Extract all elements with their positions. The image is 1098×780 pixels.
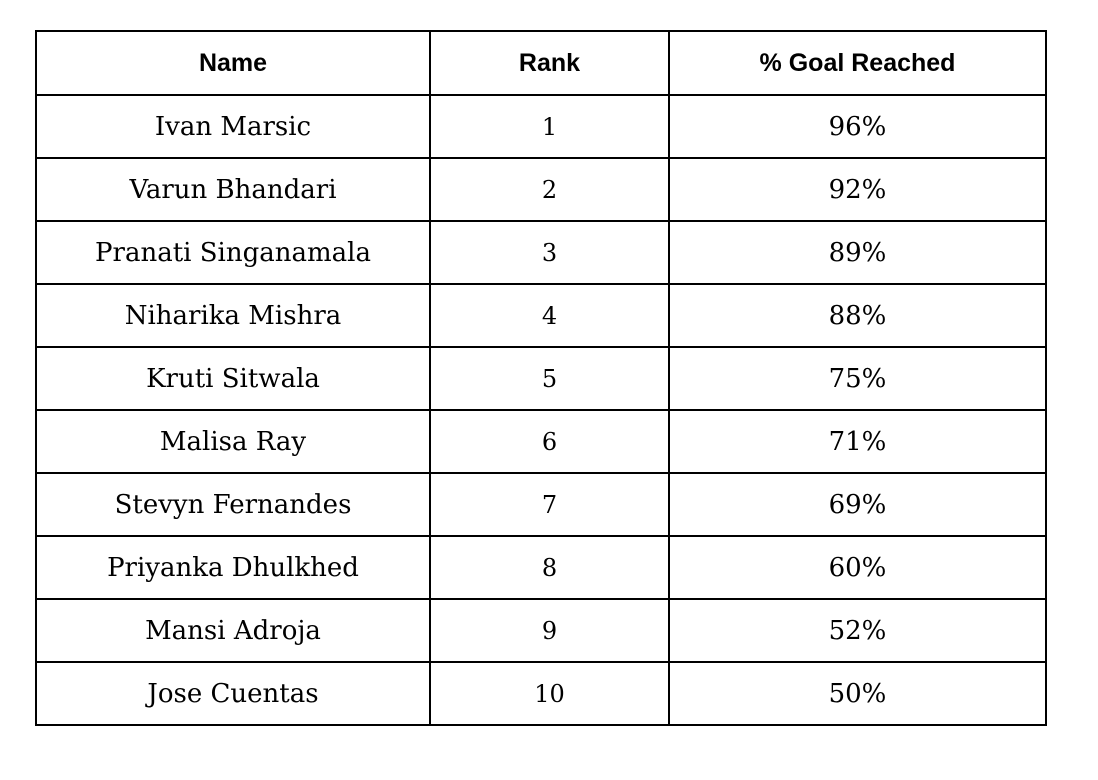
table-row: Mansi Adroja 9 52% <box>35 598 1047 663</box>
cell-rank: 2 <box>429 157 670 222</box>
header-goal-reached: % Goal Reached <box>668 30 1047 96</box>
header-row: Name Rank % Goal Reached <box>35 30 1047 96</box>
leaderboard-table: Name Rank % Goal Reached Ivan Marsic 1 9… <box>35 30 1047 726</box>
table-row: Kruti Sitwala 5 75% <box>35 346 1047 411</box>
cell-rank: 1 <box>429 94 670 159</box>
cell-goal-reached: 50% <box>668 661 1047 726</box>
cell-goal-reached: 89% <box>668 220 1047 285</box>
cell-name: Kruti Sitwala <box>35 346 431 411</box>
header-name: Name <box>35 30 431 96</box>
table-row: Stevyn Fernandes 7 69% <box>35 472 1047 537</box>
table-header: Name Rank % Goal Reached <box>35 30 1047 96</box>
cell-goal-reached: 69% <box>668 472 1047 537</box>
table-row: Priyanka Dhulkhed 8 60% <box>35 535 1047 600</box>
header-rank: Rank <box>429 30 670 96</box>
cell-name: Stevyn Fernandes <box>35 472 431 537</box>
cell-rank: 8 <box>429 535 670 600</box>
cell-name: Priyanka Dhulkhed <box>35 535 431 600</box>
table-row: Ivan Marsic 1 96% <box>35 94 1047 159</box>
cell-name: Niharika Mishra <box>35 283 431 348</box>
cell-goal-reached: 92% <box>668 157 1047 222</box>
cell-goal-reached: 75% <box>668 346 1047 411</box>
cell-rank: 3 <box>429 220 670 285</box>
cell-goal-reached: 60% <box>668 535 1047 600</box>
cell-goal-reached: 88% <box>668 283 1047 348</box>
table-row: Varun Bhandari 2 92% <box>35 157 1047 222</box>
cell-goal-reached: 71% <box>668 409 1047 474</box>
table-row: Niharika Mishra 4 88% <box>35 283 1047 348</box>
cell-goal-reached: 52% <box>668 598 1047 663</box>
cell-rank: 7 <box>429 472 670 537</box>
cell-name: Varun Bhandari <box>35 157 431 222</box>
cell-rank: 6 <box>429 409 670 474</box>
table-body: Ivan Marsic 1 96% Varun Bhandari 2 92% P… <box>35 94 1047 726</box>
table-row: Pranati Singanamala 3 89% <box>35 220 1047 285</box>
cell-rank: 5 <box>429 346 670 411</box>
cell-name: Jose Cuentas <box>35 661 431 726</box>
table-row: Jose Cuentas 10 50% <box>35 661 1047 726</box>
cell-goal-reached: 96% <box>668 94 1047 159</box>
cell-name: Ivan Marsic <box>35 94 431 159</box>
table-row: Malisa Ray 6 71% <box>35 409 1047 474</box>
cell-name: Malisa Ray <box>35 409 431 474</box>
cell-rank: 10 <box>429 661 670 726</box>
cell-rank: 4 <box>429 283 670 348</box>
cell-name: Mansi Adroja <box>35 598 431 663</box>
cell-rank: 9 <box>429 598 670 663</box>
cell-name: Pranati Singanamala <box>35 220 431 285</box>
